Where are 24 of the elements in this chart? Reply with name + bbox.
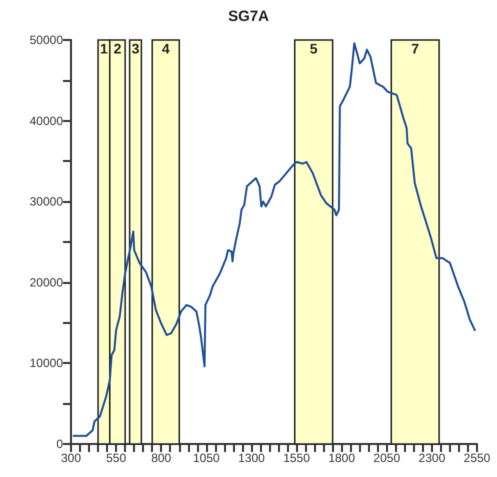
x-tick-label: 1550: [283, 451, 310, 465]
y-tick-label: 30000: [30, 194, 64, 209]
y-tick-label: 10000: [30, 356, 64, 370]
band-label: 7: [411, 40, 420, 56]
y-tick-label: 0: [56, 437, 64, 451]
band-label: 3: [132, 40, 140, 56]
x-tick-label: 300: [60, 451, 82, 465]
band-label: 1: [100, 40, 108, 56]
band-label: 5: [310, 40, 318, 56]
band-label: 4: [162, 40, 170, 56]
x-tick-label: 1050: [192, 451, 220, 465]
band-label: 2: [114, 40, 122, 56]
x-tick-label: 2050: [373, 451, 400, 465]
x-tick-label: 1800: [328, 451, 356, 465]
line-series: [72, 42, 476, 437]
x-tick-label: 2300: [418, 451, 446, 465]
y-tick-label: 50000: [30, 33, 64, 47]
x-tick-label: 800: [151, 451, 172, 465]
y-tick-label: 20000: [30, 275, 64, 290]
x-tick-label: 2550: [464, 451, 491, 465]
x-tick-label: 1300: [238, 451, 266, 465]
y-tick-label: 40000: [30, 114, 64, 128]
x-tick-label: 550: [106, 451, 126, 465]
chart-title: SG7A: [228, 8, 270, 25]
